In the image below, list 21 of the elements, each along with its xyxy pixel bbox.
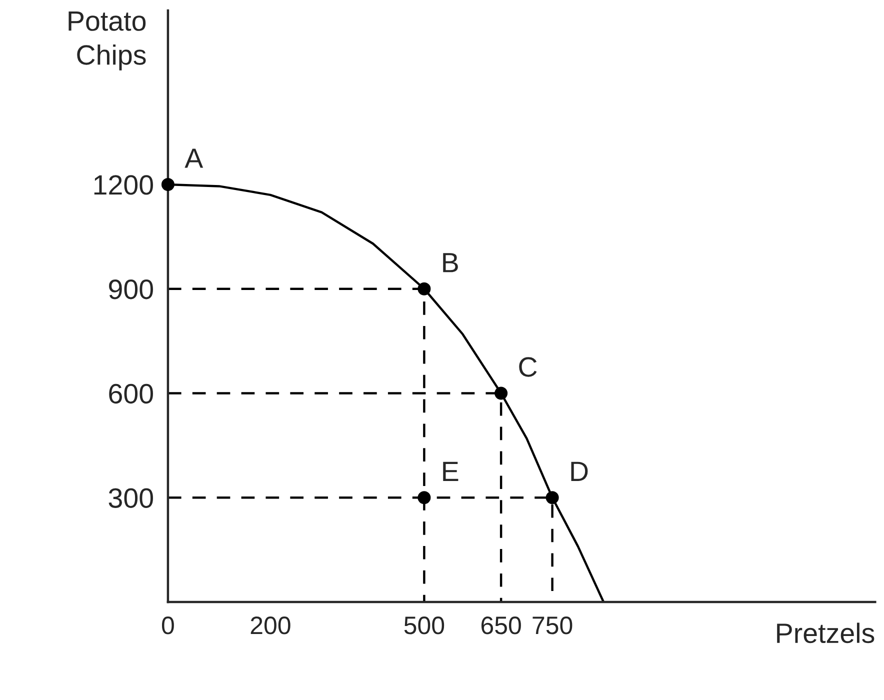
y-axis-title: Potato Chips <box>68 12 146 70</box>
x-tick-label: 0 <box>162 616 174 634</box>
point <box>418 282 431 296</box>
x-axis-title: Pretzels <box>777 622 874 644</box>
x-tick-label: 200 <box>250 616 290 634</box>
point <box>161 178 174 191</box>
annotation: C <box>519 357 537 377</box>
annotation: B <box>443 253 458 272</box>
y-tick-label: 300 <box>108 488 153 508</box>
x-tick-label: 500 <box>404 616 444 634</box>
y-tick-label: 900 <box>109 280 153 300</box>
y-tick-label: 1200 <box>94 175 153 195</box>
annotation: A <box>184 148 204 168</box>
point <box>546 491 559 504</box>
annotation: D <box>571 462 588 481</box>
x-tick-label: 650 <box>481 616 521 634</box>
y-tick-label: 600 <box>109 384 153 404</box>
point <box>494 386 508 400</box>
x-tick-label: 750 <box>532 616 572 634</box>
annotation: E <box>443 462 458 481</box>
point <box>418 491 431 504</box>
